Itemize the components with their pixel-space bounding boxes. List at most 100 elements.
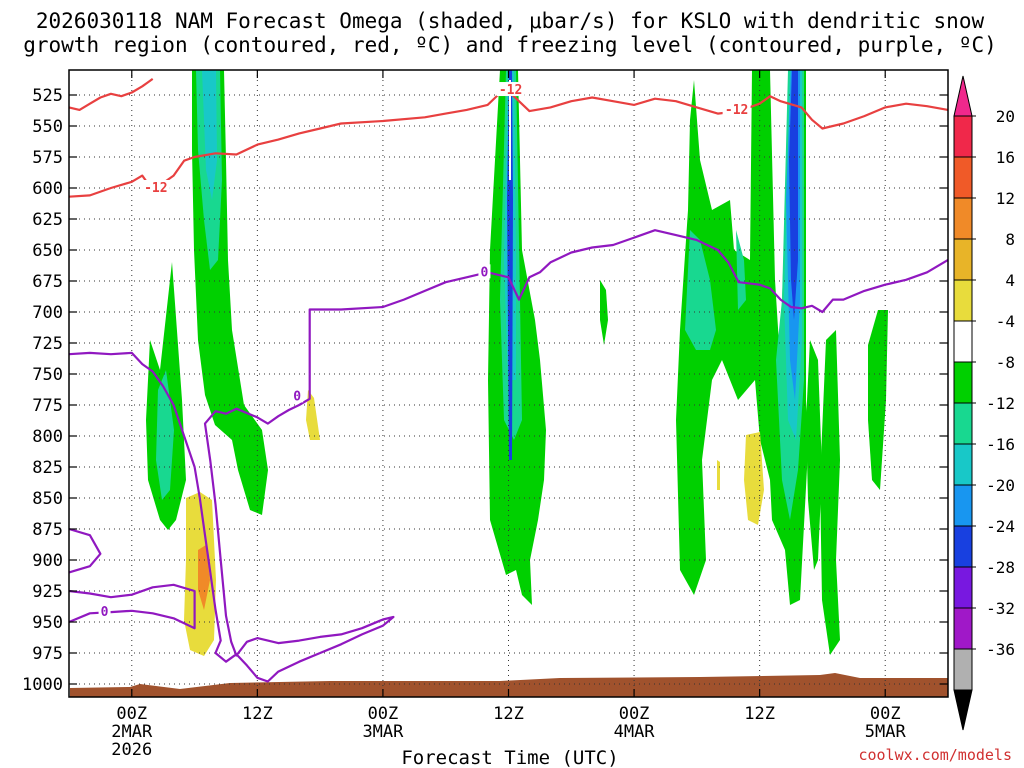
- y-tick-label-19: 1000: [22, 675, 63, 695]
- omega-region-18: [820, 330, 840, 655]
- contour-label-bg-2-0: [496, 82, 525, 97]
- omega-region-19: [868, 310, 888, 490]
- x-tick-date-6: 5MAR: [865, 722, 907, 742]
- y-tick-label-4: 625: [32, 210, 63, 230]
- colorbar-label-2: 12: [996, 189, 1015, 208]
- y-tick-label-8: 725: [32, 334, 63, 354]
- contour-label-bg-3-0: [291, 388, 304, 403]
- colorbar-label-5: -4: [996, 312, 1015, 331]
- colorbar-swatch-5: [953, 320, 973, 363]
- omega-region-23: [306, 390, 320, 440]
- y-tick-label-0: 525: [32, 86, 63, 106]
- omega-region-12: [736, 230, 746, 310]
- y-tick-label-13: 850: [32, 489, 63, 509]
- chart-title-line-2: growth region (contoured, red, ºC) and f…: [23, 33, 997, 57]
- y-axis: 525 550 575 600 625 650 675 700 725 750 775 800 825 8…: [22, 86, 948, 695]
- x-tick-date-0: 2MAR: [111, 722, 153, 742]
- colorbar-label-10: -24: [986, 517, 1015, 536]
- contour-label-3-1: 0: [481, 265, 489, 280]
- y-tick-label-12: 825: [32, 458, 63, 478]
- y-tick-label-9: 750: [32, 365, 63, 385]
- contour-label-5-0: 0: [101, 605, 109, 620]
- colorbar-swatch-11: [953, 566, 973, 609]
- y-tick-label-3: 600: [32, 179, 63, 199]
- y-tick-label-5: 650: [32, 241, 63, 261]
- contour-label-bg-3-1: [478, 264, 491, 279]
- omega-region-2: [202, 70, 217, 200]
- x-tick-label-5: 12Z: [744, 704, 775, 724]
- colorbar-label-6: -8: [996, 353, 1015, 372]
- colorbar-label-11: -28: [986, 558, 1015, 577]
- colorbar-label-13: -36: [986, 640, 1015, 659]
- contour-label-1-0: -12: [144, 181, 167, 196]
- colorbar-label-12: -32: [986, 599, 1015, 618]
- colorbar-swatch-9: [953, 484, 973, 527]
- y-tick-label-17: 950: [32, 613, 63, 633]
- colorbar-label-1: 16: [996, 148, 1015, 167]
- y-tick-label-11: 800: [32, 427, 63, 447]
- colorbar-swatch-0: [953, 115, 973, 158]
- y-tick-label-18: 975: [32, 644, 63, 664]
- colorbar-label-4: 4: [1005, 271, 1015, 290]
- x-tick-label-3: 12Z: [493, 704, 524, 724]
- chart-title-line-1: 2026030118 NAM Forecast Omega (shaded, μ…: [36, 9, 985, 33]
- credit-text: coolwx.com/models: [858, 746, 1012, 764]
- colorbar-swatch-4: [953, 279, 973, 322]
- x-tick-date-4: 4MAR: [614, 722, 656, 742]
- colorbar: 20 16 12 8 4 -4 -8 -12 -16 -20 -24 -28 -32 -36: [953, 75, 1015, 731]
- colorbar-label-7: -12: [986, 394, 1015, 413]
- contour-label-2-1: -12: [725, 103, 748, 118]
- omega-region-22: [198, 545, 210, 610]
- y-tick-label-14: 875: [32, 520, 63, 540]
- omega-region-24: [744, 432, 764, 525]
- y-tick-label-16: 925: [32, 582, 63, 602]
- x-tick-date-2: 3MAR: [362, 722, 404, 742]
- colorbar-label-9: -20: [986, 476, 1015, 495]
- x-axis-label: Forecast Time (UTC): [401, 747, 618, 768]
- contour-label-bg-2-1: [722, 101, 751, 116]
- contour-line-1: [68, 87, 509, 198]
- colorbar-label-3: 8: [1005, 230, 1015, 249]
- colorbar-swatch-1: [953, 156, 973, 199]
- omega-region-25: [717, 460, 720, 490]
- x-tick-label-0: 00Z: [116, 704, 147, 724]
- y-tick-label-6: 675: [32, 272, 63, 292]
- omega-region-8: [507, 70, 513, 460]
- y-tick-label-15: 900: [32, 551, 63, 571]
- x-tick-label-4: 00Z: [619, 704, 650, 724]
- colorbar-swatch-10: [953, 525, 973, 568]
- omega-region-16: [789, 70, 798, 320]
- omega-region-9: [509, 80, 511, 180]
- contour-label-bg-5-0: [98, 604, 111, 619]
- x-tick-label-6: 00Z: [870, 704, 901, 724]
- contour-line-3: [68, 229, 949, 683]
- y-tick-label-7: 700: [32, 303, 63, 323]
- colorbar-swatch-7: [953, 402, 973, 445]
- colorbar-swatch-6: [953, 361, 973, 404]
- contour-label-2-0: -12: [499, 83, 522, 98]
- colorbar-bottom-arrow: [953, 689, 973, 731]
- colorbar-swatch-13: [953, 648, 973, 691]
- contour-label-3-0: 0: [293, 389, 301, 404]
- contour-lines: -12 -12 -12 0 0 0: [68, 78, 949, 683]
- x-tick-year-0: 2026: [111, 740, 152, 760]
- colorbar-swatch-12: [953, 607, 973, 650]
- x-tick-label-2: 00Z: [368, 704, 399, 724]
- omega-region-11: [685, 230, 716, 350]
- y-tick-label-1: 550: [32, 117, 63, 137]
- contour-line-0: [68, 78, 154, 111]
- omega-region-17: [806, 340, 822, 570]
- colorbar-swatch-8: [953, 443, 973, 486]
- omega-shading: [146, 70, 888, 656]
- colorbar-top-arrow: [953, 75, 973, 117]
- contour-line-5: [68, 583, 196, 630]
- y-tick-label-10: 775: [32, 396, 63, 416]
- contour-label-bg-1-0: [141, 180, 170, 194]
- omega-region-10: [676, 70, 808, 605]
- contour-line-4: [68, 527, 102, 574]
- colorbar-label-0: 20: [996, 107, 1015, 126]
- colorbar-swatch-3: [953, 238, 973, 281]
- colorbar-swatch-2: [953, 197, 973, 240]
